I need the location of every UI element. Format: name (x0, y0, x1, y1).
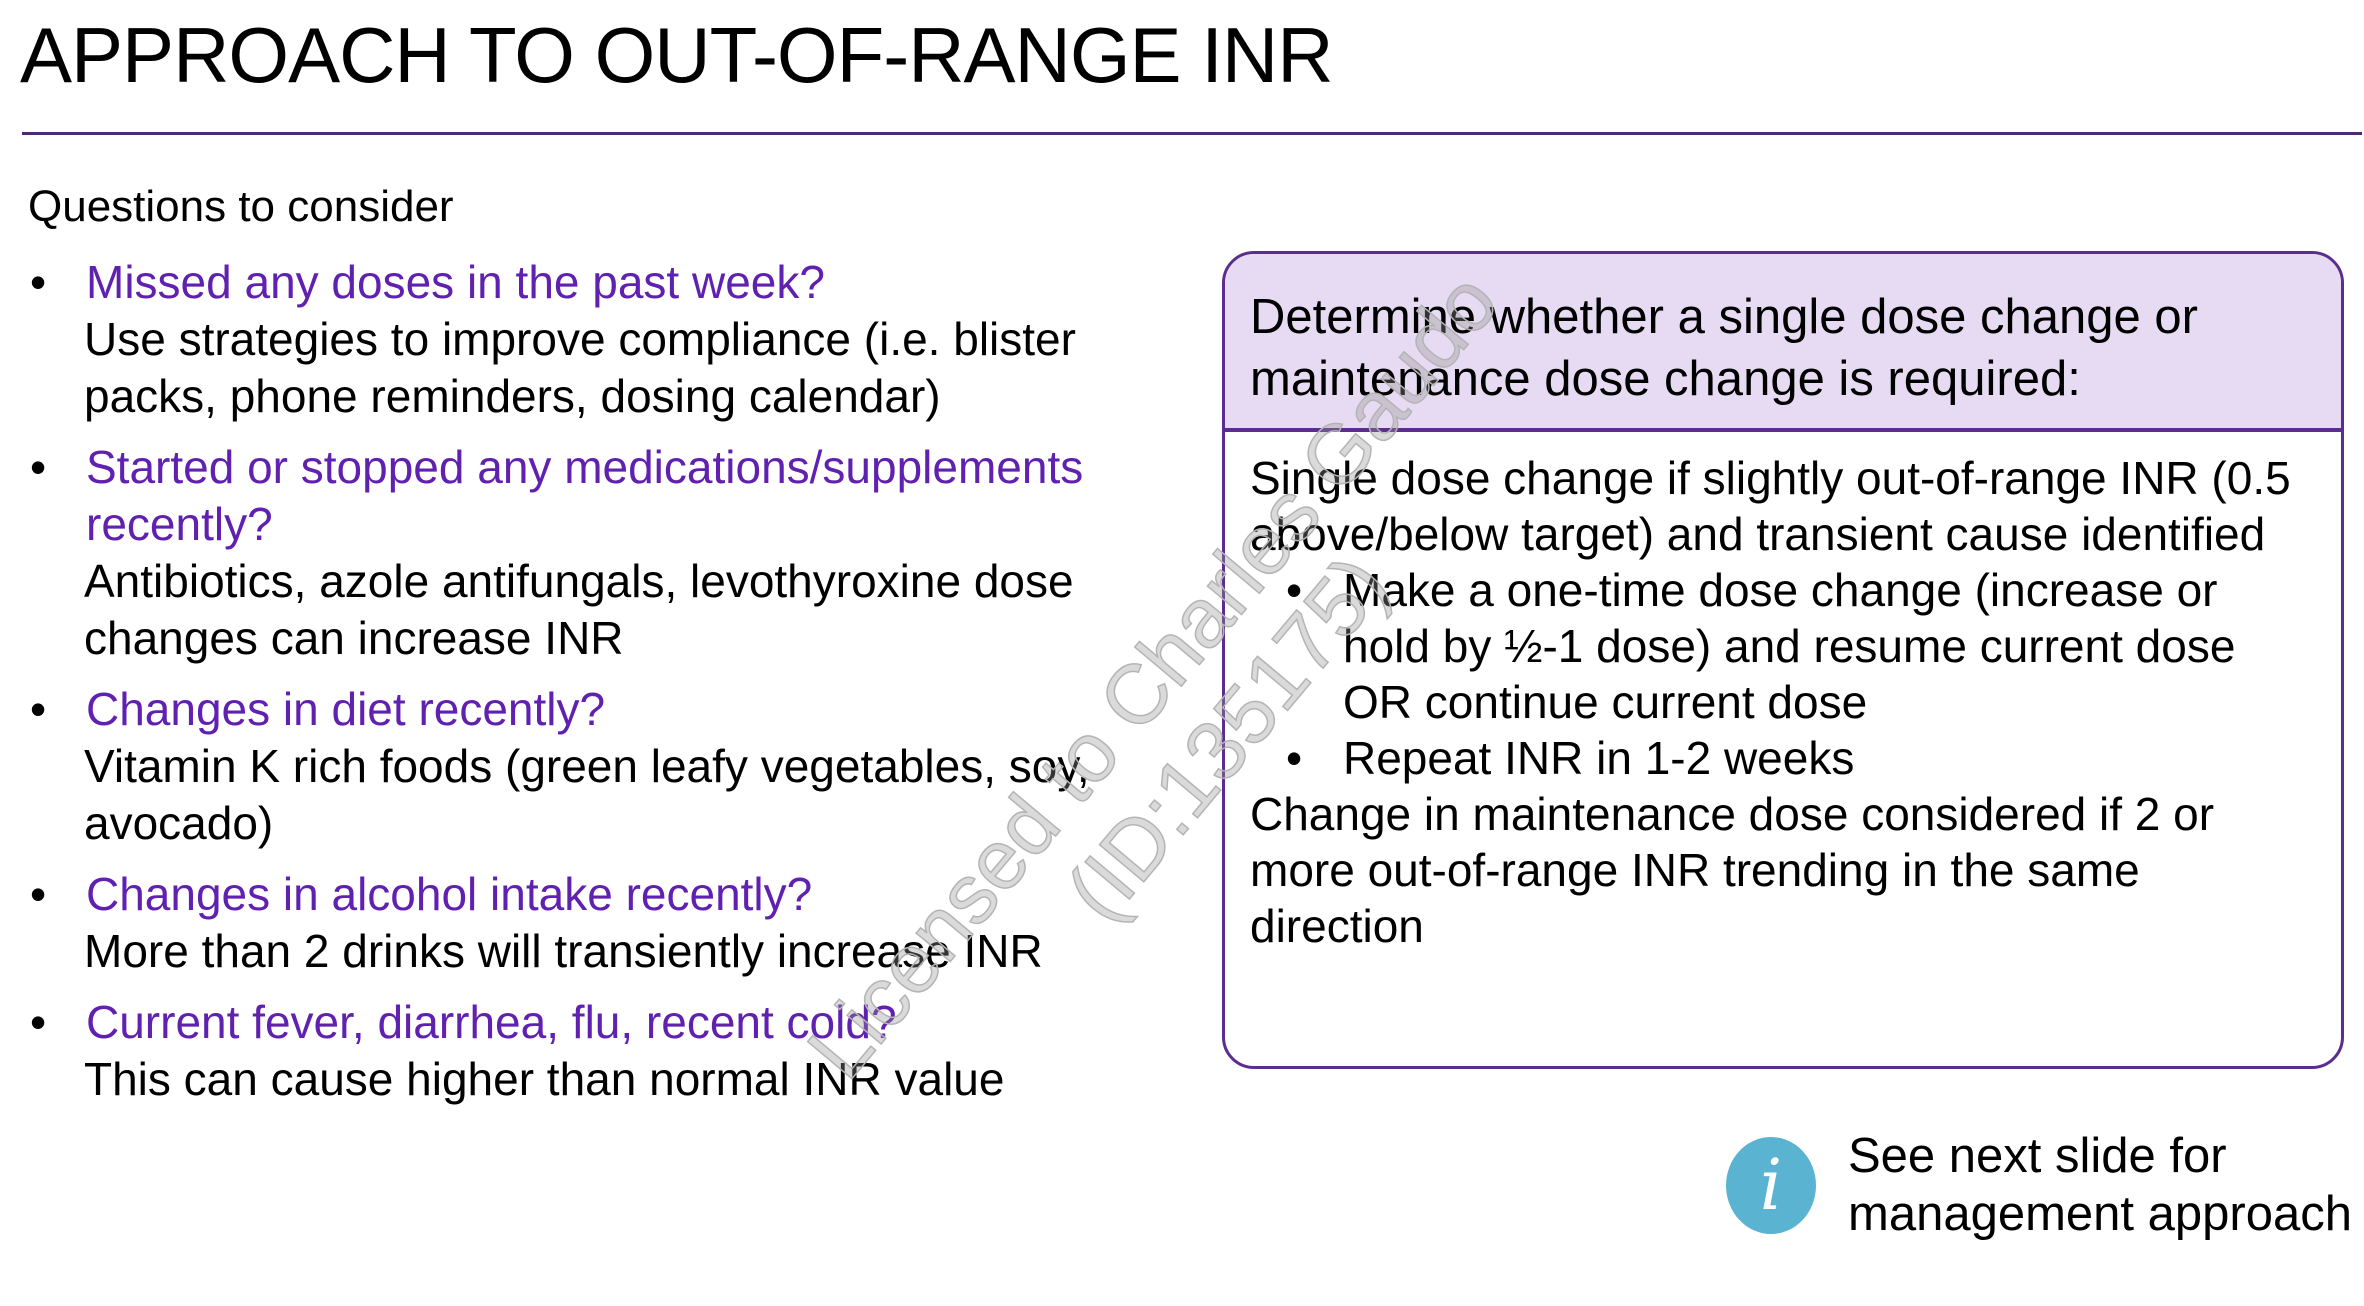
question-item: • Missed any doses in the past week? (28, 254, 1188, 311)
bullet-icon: • (30, 683, 47, 735)
question-item: • Current fever, diarrhea, flu, recent co… (28, 994, 1188, 1051)
bullet-icon: • (1286, 564, 1303, 616)
box-bullet: • Repeat INR in 1-2 weeks (1250, 730, 2317, 786)
question-item: • Changes in alcohol intake recently? (28, 866, 1188, 923)
question-text: Changes in alcohol intake recently? (86, 868, 813, 920)
dose-change-box: Determine whether a single dose change o… (1222, 251, 2344, 1069)
question-text: Missed any doses in the past week? (86, 256, 825, 308)
question-text: Current fever, diarrhea, flu, recent col… (86, 996, 897, 1048)
answer-text: Use strategies to improve compliance (i.… (84, 313, 1076, 422)
bullet-icon: • (30, 996, 47, 1048)
info-icon: i (1726, 1137, 1816, 1234)
box-bullet: • Make a one-time dose change (increase o… (1250, 562, 2317, 730)
questions-heading: Questions to consider (28, 182, 454, 231)
page-title: APPROACH TO OUT-OF-RANGE INR (20, 11, 1334, 99)
answer-text: Antibiotics, azole antifungals, levothyr… (84, 555, 1074, 664)
questions-section: Questions to consider • Missed any doses … (28, 182, 1188, 1122)
bullet-icon: • (30, 441, 47, 493)
bullet-icon: • (1286, 732, 1303, 784)
answer-text: Vitamin K rich foods (green leafy vegeta… (84, 740, 1090, 849)
info-text-line: See next slide for (1848, 1129, 2227, 1183)
question-item: • Changes in diet recently? (28, 681, 1188, 738)
bullet-icon: • (30, 868, 47, 920)
bullet-text: Repeat INR in 1-2 weeks (1343, 732, 1855, 784)
single-dose-text: Single dose change if slightly out-of-ra… (1250, 452, 2291, 560)
title-divider (22, 132, 2362, 135)
question-item: • Started or stopped any medications/supp… (28, 439, 1188, 553)
bullet-icon: • (30, 256, 47, 308)
info-note: See next slide for management approach (1848, 1127, 2352, 1243)
box-header: Determine whether a single dose change o… (1225, 254, 2341, 432)
question-text: Started or stopped any medications/suppl… (86, 441, 1084, 550)
answer-text: More than 2 drinks will transiently incr… (84, 925, 1043, 977)
box-body: Single dose change if slightly out-of-ra… (1225, 432, 2341, 954)
question-text: Changes in diet recently? (86, 683, 606, 735)
bullet-text: Make a one-time dose change (increase or… (1343, 564, 2236, 728)
answer-text: This can cause higher than normal INR va… (84, 1053, 1005, 1105)
info-text-line: management approach (1848, 1187, 2352, 1241)
maintenance-dose-text: Change in maintenance dose considered if… (1250, 788, 2215, 952)
